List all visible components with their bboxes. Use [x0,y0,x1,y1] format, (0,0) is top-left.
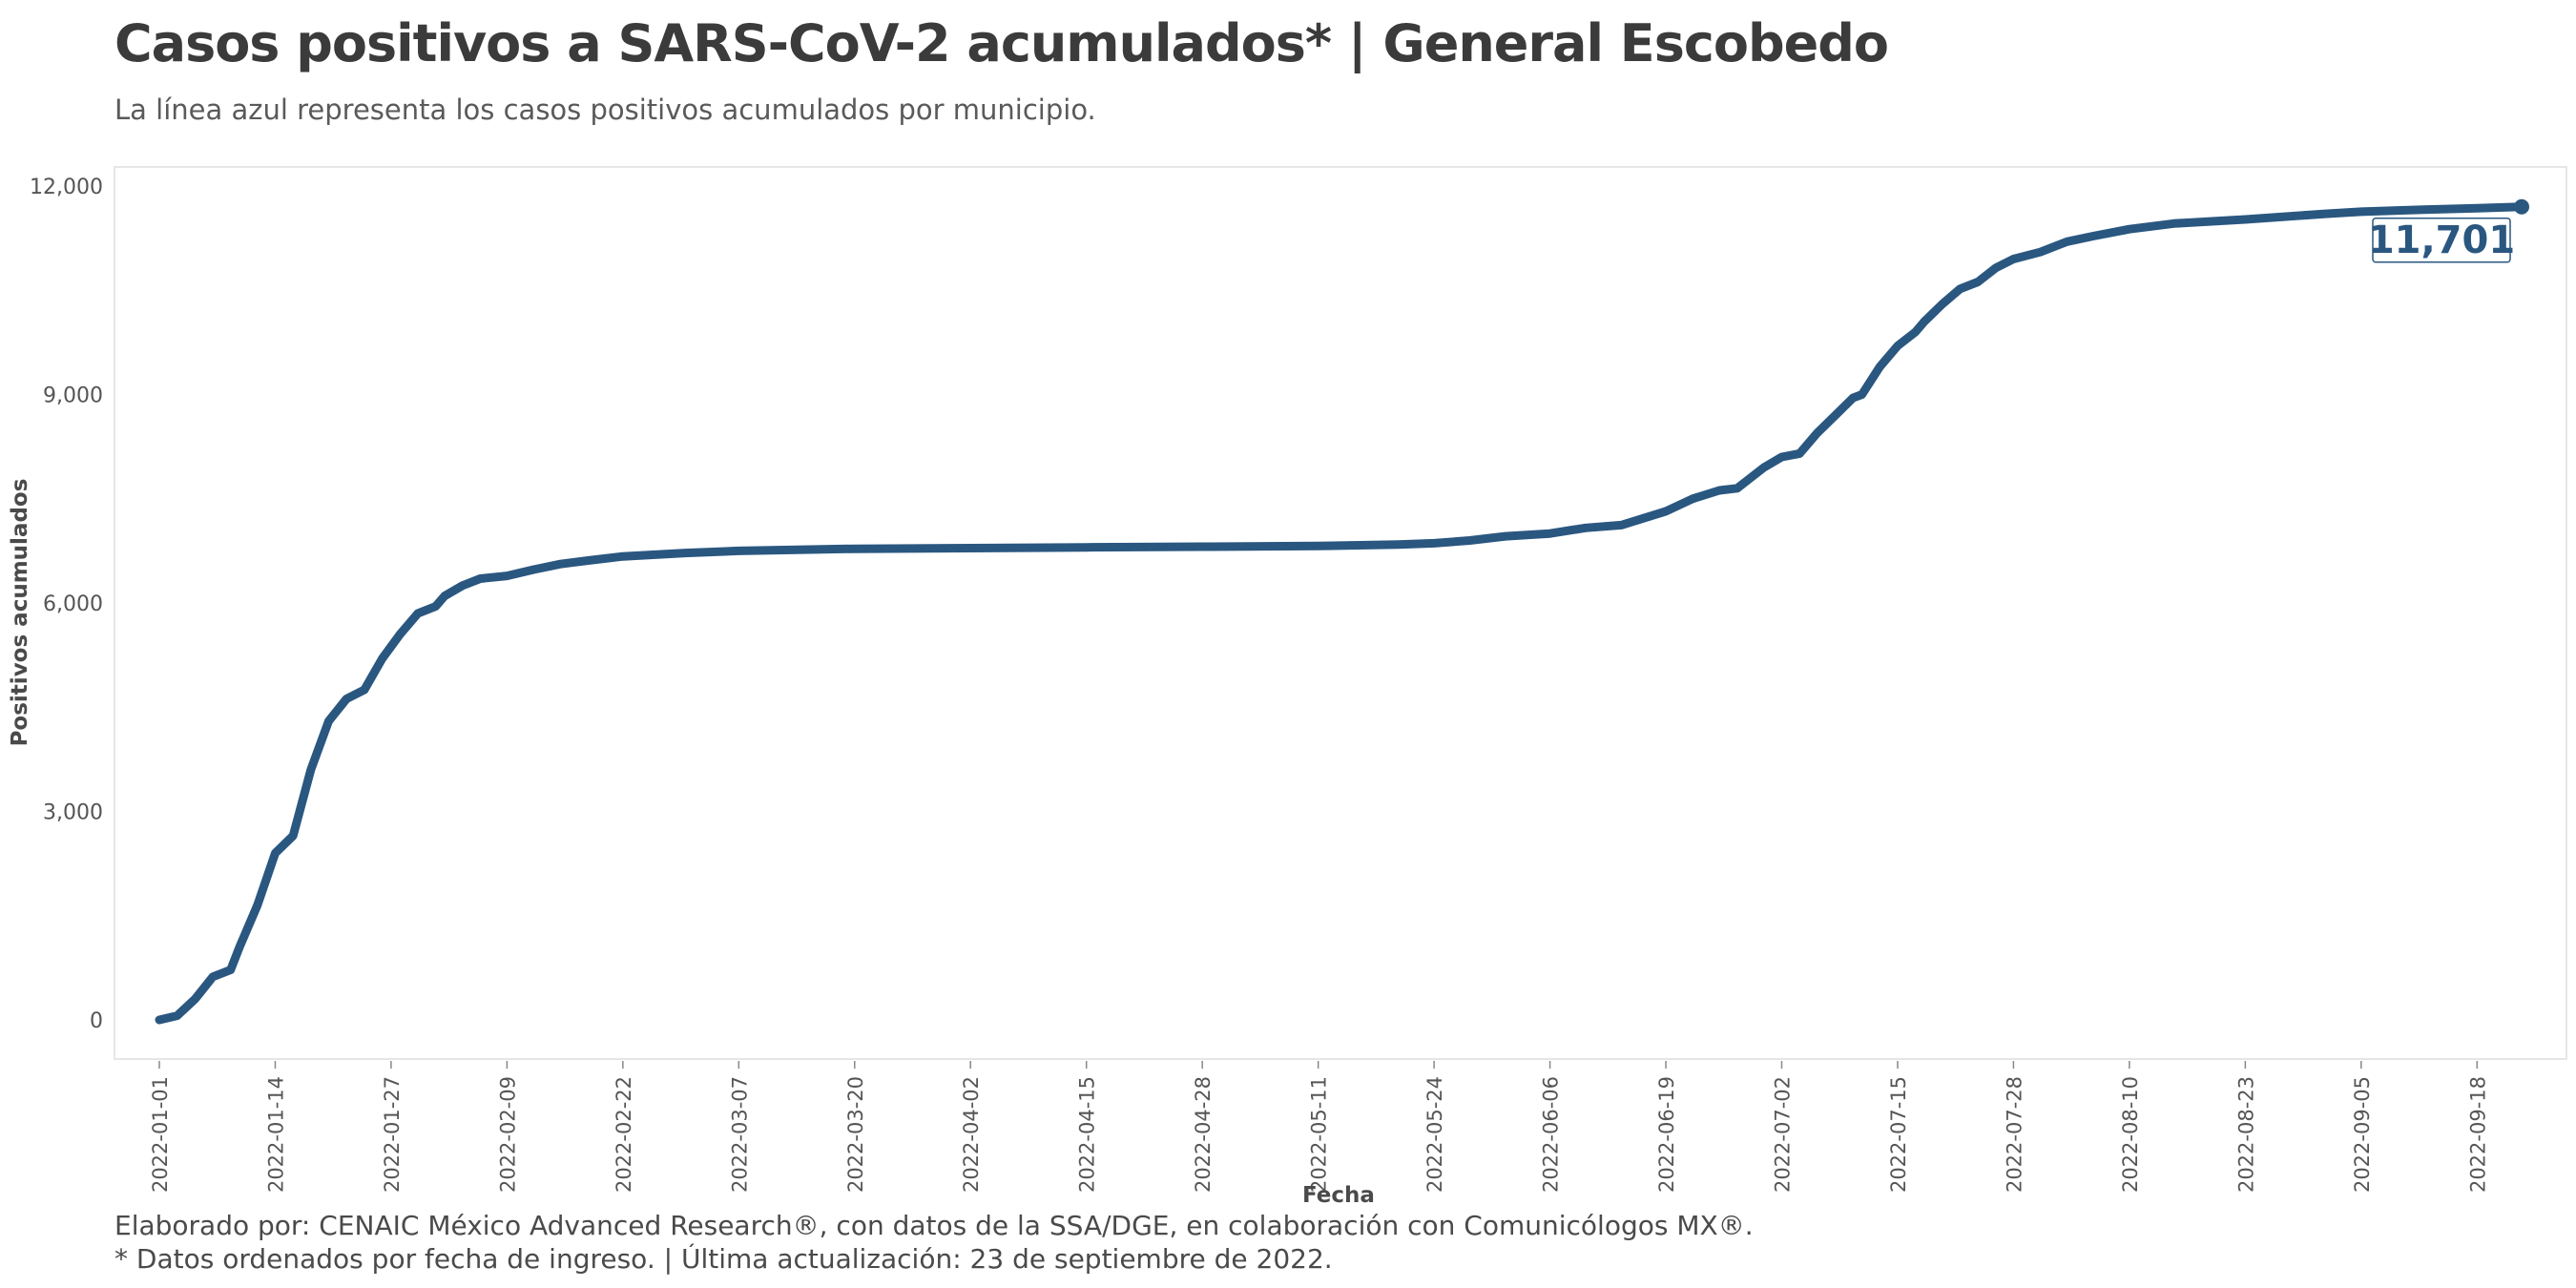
x-tick-label: 2022-07-02 [1771,1076,1794,1193]
y-tick-label: 12,000 [30,176,103,199]
x-tick-label: 2022-07-28 [2003,1076,2025,1193]
plot-panel [114,166,2567,1060]
x-tick-label: 2022-04-28 [1192,1076,1215,1193]
x-tick-label: 2022-02-09 [496,1076,519,1193]
x-tick-label: 2022-06-19 [1655,1076,1678,1193]
x-tick-label: 2022-01-27 [381,1076,404,1193]
y-tick-label: 9,000 [43,384,103,408]
chart-subtitle: La línea azul representa los casos posit… [114,93,1096,126]
chart-title: Casos positivos a SARS-CoV-2 acumulados*… [114,13,1889,73]
x-axis-title: Fecha [1302,1183,1375,1208]
x-tick-label: 2022-08-23 [2234,1076,2257,1193]
x-tick-label: 2022-06-06 [1540,1076,1563,1193]
x-tick-label: 2022-08-10 [2119,1076,2142,1193]
x-tick-label: 2022-02-22 [613,1076,635,1193]
x-tick-label: 2022-09-18 [2466,1076,2489,1193]
x-tick-label: 2022-01-14 [264,1076,287,1193]
y-axis-title: Positivos acumulados [8,479,32,747]
end-point [2514,198,2529,215]
x-tick-label: 2022-01-01 [149,1076,172,1193]
y-tick-label: 3,000 [43,801,103,825]
y-tick-label: 0 [90,1009,103,1033]
caption-source: Elaborado por: CENAIC México Advanced Re… [114,1210,1754,1241]
x-tick-label: 2022-09-05 [2351,1076,2374,1193]
end-value-label: 11,701 [2368,218,2515,262]
x-tick-label: 2022-05-24 [1423,1076,1446,1193]
x-tick-label: 2022-03-07 [728,1076,751,1193]
x-tick-label: 2022-04-02 [960,1076,983,1193]
x-tick-label: 2022-07-15 [1887,1076,1910,1193]
caption-note: * Datos ordenados por fecha de ingreso. … [114,1243,1333,1275]
y-tick-label: 6,000 [43,592,103,616]
x-tick-label: 2022-04-15 [1076,1076,1099,1193]
series-line [155,202,2526,1025]
x-axis: 2022-01-01 2022-01-14 2022-01-27 2022-02-09… [149,1061,2489,1193]
x-tick-label: 2022-05-11 [1308,1076,1331,1193]
x-tick-label: 2022-03-20 [844,1076,867,1193]
end-label-box [2372,218,2511,263]
y-axis: 0 3,000 6,000 9,000 12,000 [30,176,103,1033]
